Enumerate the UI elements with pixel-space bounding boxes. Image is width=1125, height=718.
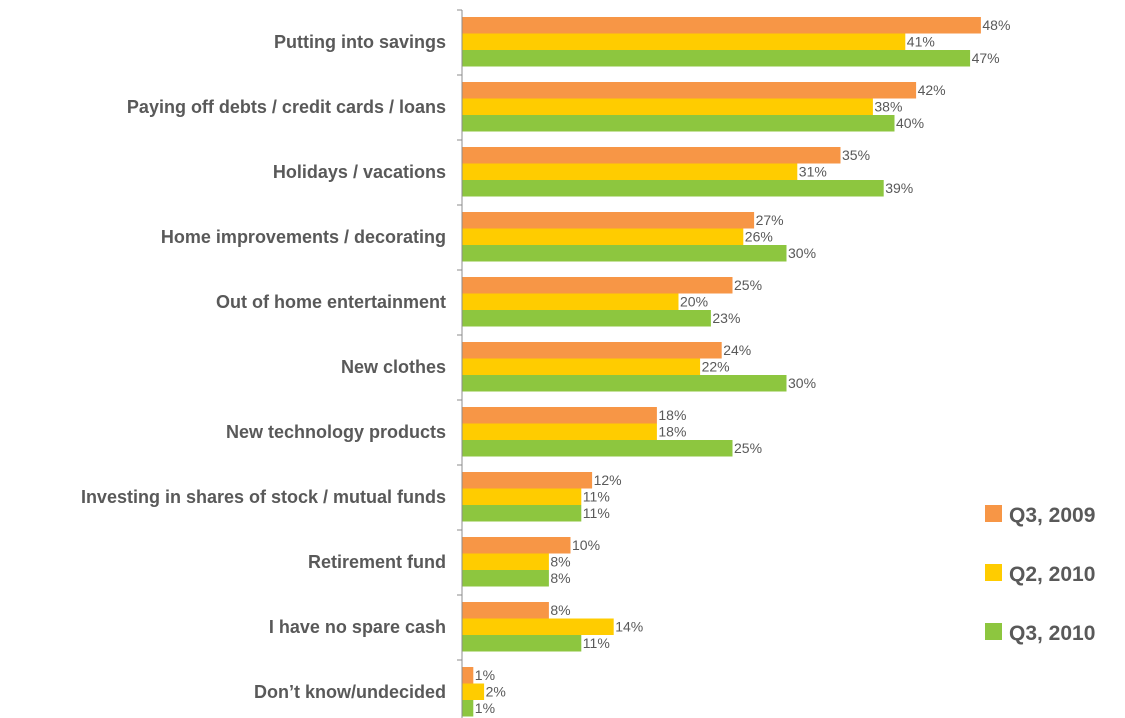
data-label: 11% (583, 635, 610, 651)
bar (462, 553, 549, 570)
data-label: 11% (583, 489, 610, 505)
data-label: 47% (972, 50, 1000, 66)
bar (462, 115, 895, 132)
data-label: 23% (712, 310, 740, 326)
data-label: 48% (982, 17, 1010, 33)
category-label: Out of home entertainment (216, 292, 446, 312)
data-label: 39% (885, 180, 913, 196)
bar (462, 423, 657, 440)
data-label: 14% (615, 619, 643, 635)
bar (462, 618, 614, 635)
data-label: 25% (734, 440, 762, 456)
legend-label: Q3, 2009 (1009, 504, 1095, 527)
bar (462, 570, 549, 587)
data-label: 18% (658, 407, 686, 423)
bar (462, 212, 755, 229)
data-label: 10% (572, 537, 600, 553)
category-labels: Putting into savings Paying off debts / c… (81, 32, 446, 702)
bar (462, 163, 798, 180)
data-label: 27% (756, 212, 784, 228)
chart-axis (457, 9, 463, 718)
data-label: 41% (907, 34, 935, 50)
legend-swatch (985, 505, 1002, 522)
data-label: 1% (475, 700, 495, 716)
data-label: 24% (723, 342, 751, 358)
category-label: New clothes (341, 357, 446, 377)
category-label: New technology products (226, 422, 446, 442)
bar (462, 683, 485, 700)
category-label: I have no spare cash (269, 617, 446, 637)
chart-bars: 48% 41% 47% 42% 38%40% 35% 31% 39% 27%26% 30% 25% 2… (462, 17, 1010, 717)
data-label: 35% (842, 147, 870, 163)
legend-swatch (985, 623, 1002, 640)
data-label: 38% (874, 99, 902, 115)
bar (462, 488, 582, 505)
data-label: 26% (745, 229, 773, 245)
bar (462, 147, 841, 164)
bar (462, 50, 971, 67)
bar (462, 505, 582, 522)
chart-legend: Q3, 2009 Q2, 2010 Q3, 2010 (985, 504, 1095, 645)
data-label: 20% (680, 294, 708, 310)
data-label: 2% (486, 684, 506, 700)
bar (462, 375, 787, 392)
bar (462, 17, 981, 34)
category-label: Home improvements / decorating (161, 227, 446, 247)
bar (462, 310, 711, 327)
data-label: 11% (583, 505, 610, 521)
bar (462, 537, 571, 554)
bar (462, 98, 873, 115)
bar (462, 358, 701, 375)
bar (462, 472, 593, 489)
bar (462, 342, 722, 359)
data-label: 40% (896, 115, 924, 131)
data-label: 18% (658, 424, 686, 440)
category-label: Don’t know/undecided (254, 682, 446, 702)
category-label: Paying off debts / credit cards / loans (127, 97, 446, 117)
bar (462, 667, 474, 684)
data-label: 8% (550, 602, 570, 618)
data-label: 30% (788, 375, 816, 391)
bar (462, 293, 679, 310)
category-label: Holidays / vacations (273, 162, 446, 182)
bar (462, 33, 906, 50)
bar (462, 700, 474, 717)
bar (462, 635, 582, 652)
legend-swatch (985, 564, 1002, 581)
bar (462, 228, 744, 245)
data-label: 30% (788, 245, 816, 261)
legend-label: Q3, 2010 (1009, 622, 1095, 645)
legend-label: Q2, 2010 (1009, 563, 1095, 586)
data-label: 12% (594, 472, 622, 488)
category-label: Putting into savings (274, 32, 446, 52)
data-label: 1% (475, 667, 495, 683)
data-label: 8% (550, 570, 570, 586)
bar (462, 440, 733, 457)
category-label: Retirement fund (308, 552, 446, 572)
data-label: 31% (799, 164, 827, 180)
data-label: 8% (550, 554, 570, 570)
data-label: 25% (734, 277, 762, 293)
bar (462, 180, 884, 197)
category-label: Investing in shares of stock / mutual fu… (81, 487, 446, 507)
bar (462, 245, 787, 262)
data-label: 42% (918, 82, 946, 98)
bar (462, 602, 549, 619)
data-label: 22% (702, 359, 730, 375)
bar (462, 82, 917, 99)
bar (462, 277, 733, 294)
bar (462, 407, 657, 424)
